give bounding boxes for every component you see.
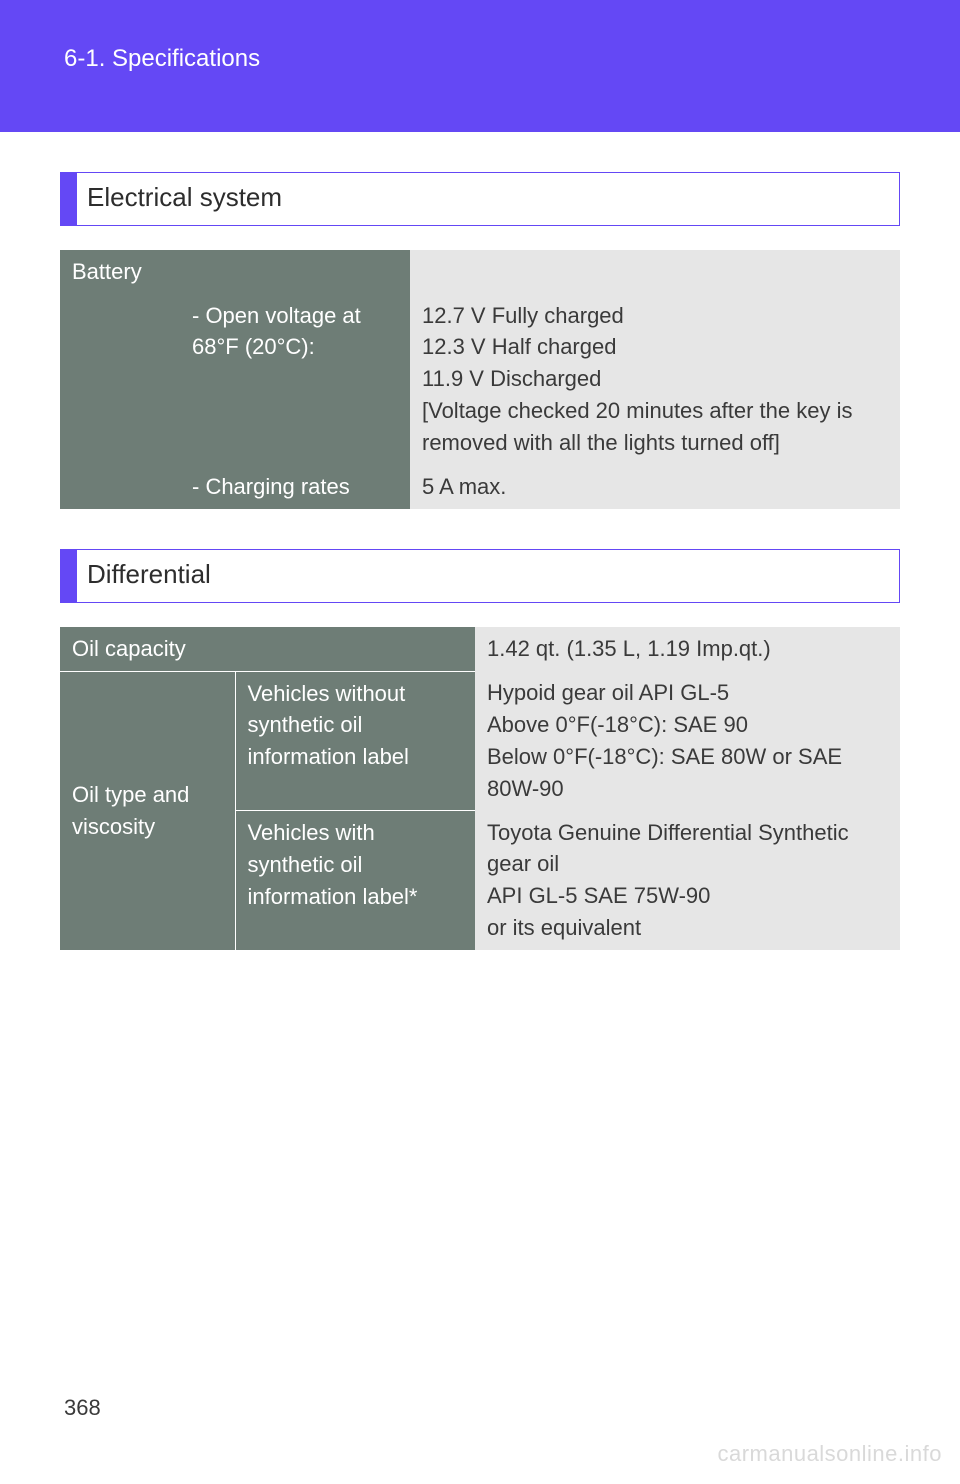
oil-capacity-label: Oil capacity bbox=[60, 627, 475, 671]
oil-type-label: Oil type and viscosity bbox=[60, 671, 235, 950]
charging-value: 5 A max. bbox=[410, 465, 900, 509]
header-band: 6-1. Specifications bbox=[0, 0, 960, 132]
open-voltage-label: - Open voltage at 68°F (20°C): bbox=[180, 294, 410, 465]
page-content: Electrical system Battery - Open voltage… bbox=[0, 132, 960, 950]
table-row: Oil capacity 1.42 qt. (1.35 L, 1.19 Imp.… bbox=[60, 627, 900, 671]
page-number: 368 bbox=[64, 1392, 101, 1424]
charging-label: - Charging rates bbox=[180, 465, 410, 509]
open-voltage-value: 12.7 V Fully charged 12.3 V Half charged… bbox=[410, 294, 900, 465]
with-synthetic-value: Toyota Genuine Differential Synthetic ge… bbox=[475, 811, 900, 951]
without-synthetic-value: Hypoid gear oil API GL-5 Above 0°F(-18°C… bbox=[475, 671, 900, 811]
table-row: - Open voltage at 68°F (20°C): 12.7 V Fu… bbox=[60, 294, 900, 465]
table-row: Battery bbox=[60, 250, 900, 294]
heading-electrical: Electrical system bbox=[60, 172, 900, 226]
indent-cell bbox=[60, 465, 180, 509]
table-row: Oil type and viscosity Vehicles without … bbox=[60, 671, 900, 811]
indent-cell bbox=[60, 294, 180, 465]
without-synthetic-label: Vehicles without synthetic oil informati… bbox=[235, 671, 475, 811]
table-row: - Charging rates 5 A max. bbox=[60, 465, 900, 509]
battery-header: Battery bbox=[60, 250, 410, 294]
section-label: 6-1. Specifications bbox=[64, 42, 960, 77]
heading-accent-bar bbox=[61, 550, 77, 602]
heading-text: Electrical system bbox=[77, 173, 292, 225]
empty-cell bbox=[410, 250, 900, 294]
electrical-table: Battery - Open voltage at 68°F (20°C): 1… bbox=[60, 250, 900, 509]
heading-differential: Differential bbox=[60, 549, 900, 603]
with-synthetic-label: Vehicles with synthetic oil information … bbox=[235, 811, 475, 951]
oil-capacity-value: 1.42 qt. (1.35 L, 1.19 Imp.qt.) bbox=[475, 627, 900, 671]
watermark: carmanualsonline.info bbox=[717, 1438, 942, 1470]
heading-text: Differential bbox=[77, 550, 221, 602]
differential-table: Oil capacity 1.42 qt. (1.35 L, 1.19 Imp.… bbox=[60, 627, 900, 951]
heading-accent-bar bbox=[61, 173, 77, 225]
